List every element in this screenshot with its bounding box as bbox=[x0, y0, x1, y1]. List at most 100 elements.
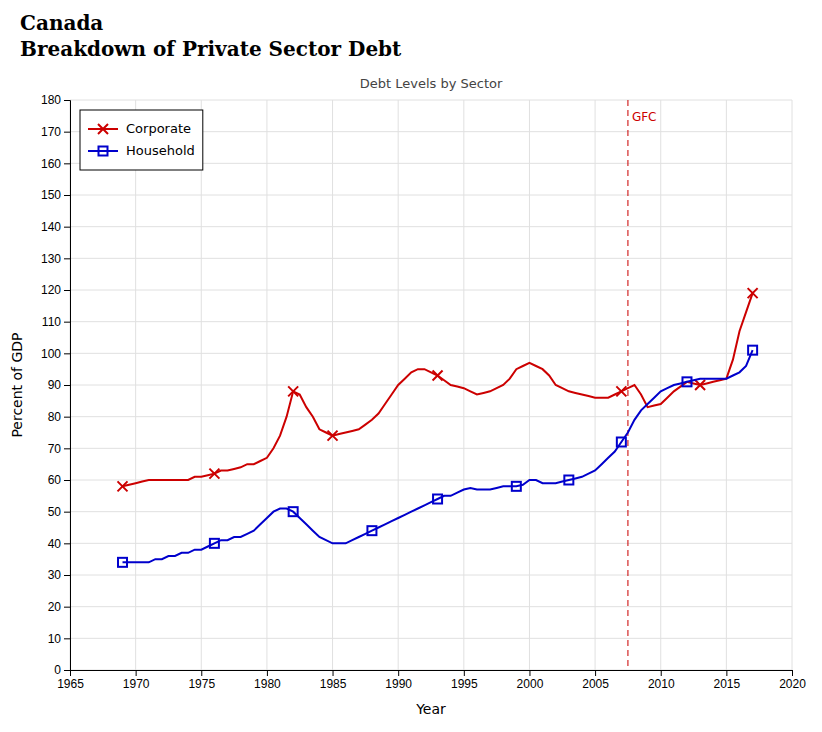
tick-label: 170 bbox=[41, 125, 61, 139]
tick-mark bbox=[64, 163, 70, 164]
marker bbox=[682, 377, 691, 386]
marker bbox=[433, 371, 443, 381]
tick: 1990 bbox=[385, 670, 412, 691]
axis-line bbox=[71, 671, 793, 677]
marker bbox=[288, 386, 298, 396]
marker-shape bbox=[98, 124, 108, 134]
tick-label: 50 bbox=[48, 505, 62, 519]
grid-line bbox=[70, 606, 792, 607]
tick-mark bbox=[64, 227, 70, 228]
tick: 120 bbox=[41, 283, 70, 297]
chart: CanadaBreakdown of Private Sector Debt De… bbox=[0, 0, 822, 732]
tick-mark bbox=[201, 670, 202, 676]
title: Canada bbox=[20, 11, 103, 35]
grid-line bbox=[660, 100, 661, 670]
tick-label: 10 bbox=[48, 632, 62, 646]
tick-mark bbox=[64, 290, 70, 291]
tick: 170 bbox=[41, 125, 70, 139]
marker-shape bbox=[367, 526, 376, 535]
legend-marker bbox=[98, 124, 108, 134]
legend: Corporate Household bbox=[80, 110, 203, 170]
tick-mark bbox=[64, 543, 70, 544]
tick: 1975 bbox=[188, 670, 215, 691]
marker bbox=[695, 380, 705, 390]
tick-mark bbox=[136, 670, 137, 676]
tick: 110 bbox=[42, 315, 70, 329]
tick-mark bbox=[64, 385, 70, 386]
marker-shape bbox=[433, 371, 443, 381]
grid-line bbox=[70, 100, 792, 101]
tick-label: 110 bbox=[42, 315, 61, 329]
tick-label: 20 bbox=[48, 600, 62, 614]
tick: 1980 bbox=[254, 670, 281, 691]
legend-label: Household bbox=[126, 143, 195, 158]
tick-mark bbox=[64, 670, 70, 671]
tick-label: 100 bbox=[41, 347, 61, 361]
tick: 1970 bbox=[123, 670, 150, 691]
marker-shape bbox=[617, 438, 626, 447]
grid-line bbox=[201, 100, 202, 670]
grid-line bbox=[792, 100, 793, 670]
grid-line bbox=[70, 226, 792, 227]
marker bbox=[564, 476, 573, 485]
tick: 150 bbox=[41, 188, 70, 202]
tick-mark bbox=[64, 417, 70, 418]
marker-shape bbox=[564, 476, 573, 485]
tick-label: 2010 bbox=[648, 677, 675, 691]
marker bbox=[616, 386, 626, 396]
marker bbox=[748, 288, 758, 298]
tick-label: 40 bbox=[48, 537, 62, 551]
line bbox=[123, 350, 753, 562]
tick: 2000 bbox=[517, 670, 544, 691]
tick-label: 130 bbox=[41, 252, 61, 266]
marker bbox=[617, 438, 626, 447]
tick-label: 2005 bbox=[582, 677, 609, 691]
legend-item: Corporate bbox=[88, 121, 191, 136]
tick: 140 bbox=[41, 220, 70, 234]
tick-mark bbox=[64, 258, 70, 259]
tick: 80 bbox=[48, 410, 70, 424]
grid-line bbox=[463, 100, 464, 670]
grid-line bbox=[70, 321, 792, 322]
subtitle: Debt Levels by Sector bbox=[360, 76, 503, 91]
tick-mark bbox=[64, 195, 70, 196]
axis-line bbox=[64, 101, 71, 671]
title: Breakdown of Private Sector Debt bbox=[20, 37, 402, 61]
tick: 100 bbox=[41, 347, 70, 361]
marker bbox=[209, 469, 219, 479]
grid-line bbox=[70, 195, 792, 196]
tick-mark bbox=[64, 132, 70, 133]
annotation-line bbox=[627, 100, 628, 670]
marker bbox=[433, 495, 442, 504]
grid-line bbox=[70, 353, 792, 354]
marker bbox=[118, 558, 127, 567]
marker-shape bbox=[433, 495, 442, 504]
marker bbox=[118, 481, 128, 491]
marker bbox=[328, 431, 338, 441]
y-axis: 0102030405060708090100110120130140150160… bbox=[41, 93, 71, 677]
legend-line bbox=[88, 150, 118, 152]
tick-mark bbox=[595, 670, 596, 676]
marker-shape bbox=[616, 386, 626, 396]
tick-label: 1985 bbox=[320, 677, 347, 691]
tick-label: 80 bbox=[48, 410, 62, 424]
annotation: GFC bbox=[632, 110, 657, 124]
tick-label: 1990 bbox=[385, 677, 412, 691]
grid-line bbox=[70, 448, 792, 449]
tick-label: 1975 bbox=[188, 677, 215, 691]
tick-mark bbox=[64, 322, 70, 323]
grid-line bbox=[135, 100, 136, 670]
tick-mark bbox=[398, 670, 399, 676]
tick: 90 bbox=[48, 378, 70, 392]
tick: 1995 bbox=[451, 670, 478, 691]
tick-label: 140 bbox=[41, 220, 61, 234]
tick-label: 0 bbox=[54, 663, 61, 677]
x-axis: 1965197019751980198519901995200020052010… bbox=[57, 670, 806, 691]
marks bbox=[118, 100, 758, 670]
x-axis-label: Year bbox=[415, 701, 446, 717]
marker-shape bbox=[210, 539, 219, 548]
legend-marker bbox=[99, 147, 108, 156]
tick-mark bbox=[64, 353, 70, 354]
tick: 0 bbox=[54, 663, 70, 677]
grid-line bbox=[595, 100, 596, 670]
